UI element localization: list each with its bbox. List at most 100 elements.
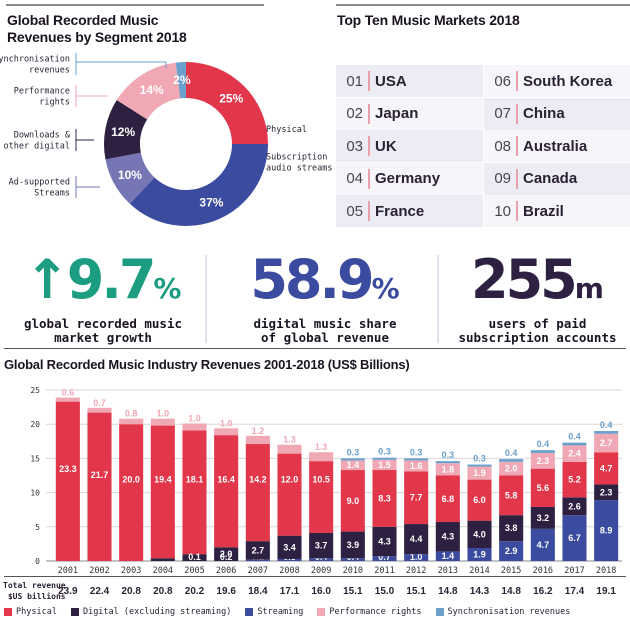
market-name: South Korea bbox=[523, 72, 613, 90]
y-tick-label: 15 bbox=[30, 454, 40, 463]
bar-value-label: 9.0 bbox=[347, 496, 360, 506]
donut-title-line1: Global Recorded Music bbox=[7, 12, 159, 28]
bar-value-label: 1.9 bbox=[473, 468, 486, 478]
market-name: USA bbox=[375, 72, 407, 90]
market-rank: 04 bbox=[346, 170, 363, 187]
market-rank: 08 bbox=[494, 137, 511, 155]
bar-segment-performance-2012 bbox=[404, 460, 429, 472]
bar-segment-streaming-2007 bbox=[245, 559, 270, 561]
bar-value-label: 5.8 bbox=[505, 490, 518, 500]
total-value: 19.6 bbox=[216, 586, 236, 597]
bar-segment-sync-2011 bbox=[372, 457, 397, 460]
bar-segment-digital-2012 bbox=[404, 524, 429, 555]
market-name: China bbox=[523, 105, 565, 122]
bar-value-label: 0.6 bbox=[62, 388, 75, 398]
mid-rule bbox=[4, 348, 626, 349]
bar-value-label: 8.9 bbox=[600, 526, 613, 536]
market-name: Canada bbox=[523, 170, 578, 187]
market-row: 08 Australia bbox=[484, 130, 630, 162]
stat-growth-unit: % bbox=[153, 272, 182, 305]
bar-value-label: 3.4 bbox=[283, 542, 296, 552]
bar-value-label: 2.0 bbox=[220, 549, 233, 559]
bar-value-label: 1.0 bbox=[220, 418, 233, 428]
market-name: Australia bbox=[523, 137, 588, 155]
market-row: 04 Germany bbox=[336, 162, 483, 195]
bar-value-label: 18.1 bbox=[186, 474, 204, 484]
legend-label: Digital (excluding streaming) bbox=[82, 607, 232, 617]
bar-segment-physical-2018 bbox=[594, 452, 619, 485]
bar-value-label: 2.3 bbox=[600, 487, 613, 497]
market-rank: 06 bbox=[494, 72, 511, 90]
donut-pct-label: 2% bbox=[173, 73, 191, 87]
bar-value-label: 0.2 bbox=[220, 552, 233, 562]
up-arrow-icon: ↑ bbox=[24, 248, 70, 311]
bar-segment-digital-2008 bbox=[277, 535, 302, 559]
bar-chart-title: Global Recorded Music Industry Revenues … bbox=[4, 357, 410, 372]
bar-segment-physical-2016 bbox=[530, 468, 555, 507]
donut-segment-label: Physical bbox=[266, 125, 307, 135]
total-value: 16.0 bbox=[311, 586, 331, 597]
bar-value-label: 1.8 bbox=[442, 464, 455, 474]
stat-digital-share: 58.9% digital music share of global reve… bbox=[215, 252, 435, 345]
market-rank: 02 bbox=[346, 105, 363, 122]
bar-segment-physical-2010 bbox=[340, 470, 365, 532]
market-separator bbox=[516, 168, 518, 189]
stat-growth-number: 9.7 bbox=[66, 248, 157, 311]
totals-row: Total revenue $US billions 23.9 22.4 20.8 2… bbox=[0, 578, 630, 606]
bar-value-label: 4.7 bbox=[537, 540, 550, 550]
donut-slice-ad-supported-streams bbox=[105, 152, 155, 204]
bar-segment-digital-2016 bbox=[530, 506, 555, 529]
market-name: Japan bbox=[375, 105, 419, 122]
market-separator bbox=[516, 103, 518, 124]
x-tick-label: 2013 bbox=[438, 566, 458, 576]
donut-slice-synchronisation-revenues bbox=[175, 62, 186, 99]
bar-segment-performance-2018 bbox=[594, 433, 619, 453]
market-separator bbox=[368, 103, 370, 124]
y-tick-label: 20 bbox=[30, 420, 40, 429]
x-tick-label: 2016 bbox=[533, 566, 553, 576]
bar-value-label: 4.7 bbox=[600, 463, 613, 473]
bar-value-label: 1.4 bbox=[347, 460, 360, 470]
bar-segment-sync-2018 bbox=[594, 431, 619, 434]
bar-value-label: 0.4 bbox=[600, 420, 613, 430]
bar-segment-physical-2006 bbox=[214, 435, 239, 548]
x-tick-label: 2002 bbox=[89, 566, 109, 576]
bar-value-label: 0.1 bbox=[188, 552, 201, 562]
top-rule-left bbox=[6, 4, 264, 6]
total-value: 19.1 bbox=[596, 586, 616, 597]
bar-segment-streaming-2010 bbox=[340, 558, 365, 561]
bar-segment-performance-2006 bbox=[214, 428, 239, 436]
bar-segment-performance-2004 bbox=[150, 418, 175, 426]
bar-segment-streaming-2014 bbox=[467, 548, 492, 561]
bar-value-label: 10.5 bbox=[312, 474, 330, 484]
legend-swatch bbox=[435, 608, 444, 616]
bar-value-label: 0.3 bbox=[442, 450, 455, 460]
bar-value-label: 7.7 bbox=[410, 493, 423, 503]
stat-growth-value: ↑9.7% bbox=[8, 252, 198, 317]
x-tick-label: 2015 bbox=[501, 566, 521, 576]
market-rank: 03 bbox=[346, 137, 363, 155]
market-separator bbox=[368, 136, 370, 156]
bar-segment-performance-2003 bbox=[119, 418, 144, 425]
total-value: 15.1 bbox=[343, 586, 363, 597]
bar-value-label: 0.3 bbox=[347, 447, 360, 457]
x-tick-label: 2004 bbox=[153, 566, 173, 576]
x-tick-label: 2014 bbox=[469, 566, 489, 576]
bar-value-label: 2.3 bbox=[537, 456, 550, 466]
market-separator bbox=[516, 71, 518, 91]
bar-value-label: 21.7 bbox=[91, 470, 109, 480]
total-value: 23.9 bbox=[58, 586, 78, 597]
bar-segment-performance-2017 bbox=[562, 445, 587, 462]
bar-segment-performance-2011 bbox=[372, 459, 397, 471]
bar-segment-performance-2015 bbox=[499, 461, 524, 476]
bar-value-label: 1.0 bbox=[410, 552, 423, 562]
donut-segment-label: Downloads & bbox=[14, 131, 71, 141]
bar-value-label: 3.7 bbox=[315, 541, 328, 551]
donut-slice-subscription-audio-streams bbox=[129, 144, 268, 226]
x-tick-label: 2009 bbox=[311, 566, 331, 576]
bar-value-label: 1.4 bbox=[442, 551, 455, 561]
bar-segment-performance-2010 bbox=[340, 460, 365, 471]
legend-item: Digital (excluding streaming) bbox=[70, 607, 232, 617]
bar-segment-performance-2009 bbox=[309, 452, 334, 462]
market-row: 02 Japan bbox=[336, 97, 483, 130]
